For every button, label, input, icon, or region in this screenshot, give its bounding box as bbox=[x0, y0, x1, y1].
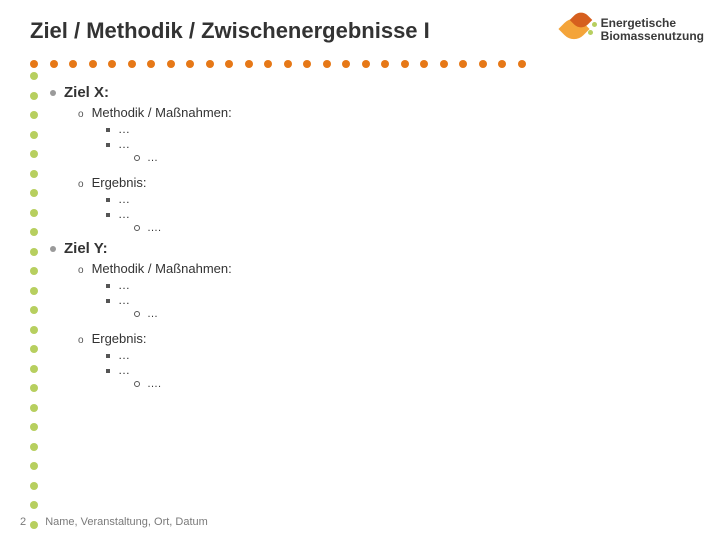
decor-dots-vertical bbox=[30, 72, 38, 529]
goal-y-result-label: Ergebnis: bbox=[78, 331, 690, 346]
goal-x-result-label: Ergebnis: bbox=[78, 175, 690, 190]
goal-x-section: Ziel X: Methodik / Maßnahmen: … … … Erge… bbox=[50, 84, 690, 234]
decor-dots-horizontal bbox=[30, 60, 526, 68]
goal-y-section: Ziel Y: Methodik / Maßnahmen: … … … Erge… bbox=[50, 240, 690, 390]
slide-body: Ziel X: Methodik / Maßnahmen: … … … Erge… bbox=[50, 80, 690, 396]
goal-x-method-label: Methodik / Maßnahmen: bbox=[78, 105, 690, 120]
goal-y-label: Ziel Y: bbox=[50, 240, 690, 257]
placeholder: … bbox=[106, 137, 690, 151]
placeholder: … bbox=[134, 308, 690, 320]
placeholder: …. bbox=[134, 222, 690, 234]
footer: 2 Name, Veranstaltung, Ort, Datum bbox=[20, 516, 208, 528]
placeholder: … bbox=[106, 192, 690, 206]
brand-text: Energetische Biomassenutzung bbox=[601, 17, 704, 42]
placeholder: … bbox=[106, 363, 690, 377]
placeholder: … bbox=[106, 207, 690, 221]
placeholder: … bbox=[134, 152, 690, 164]
slide: Ziel / Methodik / Zwischenergebnisse I E… bbox=[0, 0, 720, 540]
footer-text: Name, Veranstaltung, Ort, Datum bbox=[45, 516, 208, 528]
placeholder: … bbox=[106, 122, 690, 136]
placeholder: … bbox=[106, 293, 690, 307]
placeholder: … bbox=[106, 348, 690, 362]
placeholder: …. bbox=[134, 378, 690, 390]
brand-logo: Energetische Biomassenutzung bbox=[559, 12, 704, 48]
goal-y-method-label: Methodik / Maßnahmen: bbox=[78, 261, 690, 276]
goal-x-label: Ziel X: bbox=[50, 84, 690, 101]
logo-icon bbox=[559, 12, 595, 48]
placeholder: … bbox=[106, 278, 690, 292]
page-number: 2 bbox=[20, 516, 26, 528]
